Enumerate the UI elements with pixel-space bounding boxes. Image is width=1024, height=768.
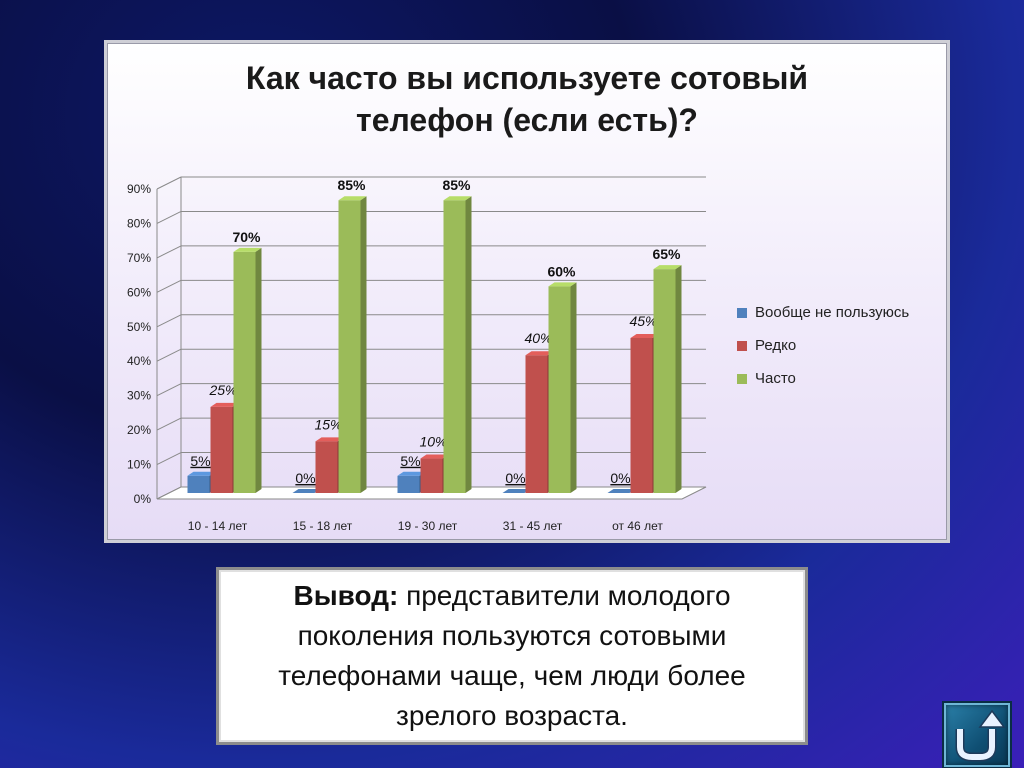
y-tick-label: 30%: [127, 389, 151, 403]
data-label: 45%: [629, 313, 657, 329]
x-tick-label: 19 - 30 лет: [398, 519, 458, 533]
data-label: 85%: [442, 177, 471, 193]
chart-title-line-1: Как часто вы используете сотовый: [245, 60, 809, 96]
bar-top: [653, 265, 682, 270]
y-tick-label: 50%: [127, 320, 151, 334]
bar-side: [570, 282, 577, 493]
data-label: 10%: [419, 434, 447, 450]
bar: [315, 441, 338, 493]
chart-panel: Как часто вы используете сотовый телефон…: [104, 40, 950, 543]
y-tick-label: 10%: [127, 458, 151, 472]
x-tick-label: 10 - 14 лет: [188, 519, 248, 533]
data-label: 85%: [337, 177, 366, 193]
bar-side: [360, 196, 367, 493]
conclusion-body: представители молодого поколения пользую…: [278, 580, 746, 731]
conclusion-box: Вывод: представители молодого поколения …: [216, 567, 808, 745]
grid-line-side: [156, 348, 182, 362]
conclusion-text: Вывод: представители молодого поколения …: [239, 576, 785, 736]
bar-top: [443, 196, 472, 201]
grid-line-side: [156, 383, 182, 397]
bar-top: [338, 196, 367, 201]
data-label: 65%: [652, 246, 681, 262]
chart-title: Как часто вы используете сотовый телефон…: [107, 57, 947, 141]
legend-swatch: [737, 374, 747, 384]
bar-side: [465, 196, 472, 493]
y-tick-label: 90%: [127, 182, 151, 196]
bar: [502, 489, 531, 493]
bar: [548, 286, 571, 493]
grid-line-side: [156, 452, 182, 466]
y-tick-label: 70%: [127, 251, 151, 265]
bar-chart: 0% 10% 20% 30% 40% 50% 60% 70% 80% 90% 5% 25% 70% 10 …: [127, 176, 909, 533]
bar-top: [210, 402, 239, 407]
data-label: 0%: [505, 470, 525, 486]
bar-top: [420, 454, 449, 459]
y-tick-label: 0%: [134, 492, 152, 506]
grid-line-side: [156, 279, 182, 293]
legend-label: Вообще не пользуюсь: [755, 304, 909, 321]
bar: [525, 355, 548, 493]
y-tick-label: 20%: [127, 423, 151, 437]
bar: [338, 200, 361, 493]
conclusion-lead: Вывод:: [293, 580, 399, 611]
bar-side: [255, 247, 262, 493]
bar-top: [548, 282, 577, 287]
bar: [292, 489, 321, 493]
y-tick-label: 40%: [127, 354, 151, 368]
data-label: 70%: [232, 229, 261, 245]
data-label: 40%: [524, 330, 552, 346]
bar-top: [397, 471, 426, 476]
bar: [420, 458, 443, 493]
x-tick-label: от 46 лет: [612, 519, 663, 533]
bar-top: [630, 334, 659, 338]
chart-title-line-2: телефон (если есть)?: [356, 102, 698, 138]
bar: [630, 338, 653, 493]
return-button[interactable]: [944, 703, 1010, 767]
data-label: 5%: [400, 453, 420, 469]
data-label: 0%: [610, 470, 630, 486]
bar: [443, 200, 466, 493]
bar-side: [675, 265, 682, 493]
legend-label: Часто: [755, 370, 796, 387]
data-label: 5%: [190, 453, 210, 469]
grid-line-side: [156, 417, 182, 431]
y-tick-label: 60%: [127, 285, 151, 299]
x-tick-label: 31 - 45 лет: [503, 519, 563, 533]
grid-line-side: [156, 176, 182, 190]
grid-line-side: [156, 245, 182, 259]
return-arrow-icon: [955, 709, 1006, 762]
legend-label: Редко: [755, 337, 796, 354]
grid-line-side: [156, 314, 182, 328]
bar: [187, 475, 210, 493]
x-tick-label: 15 - 18 лет: [293, 519, 353, 533]
grid-line-side: [156, 210, 182, 224]
y-tick-label: 80%: [127, 216, 151, 230]
data-label: 15%: [314, 416, 342, 432]
bar: [607, 489, 636, 493]
data-label: 60%: [547, 263, 576, 279]
legend-swatch: [737, 308, 747, 318]
bar: [653, 269, 676, 493]
data-label: 25%: [208, 382, 237, 398]
data-label: 0%: [295, 470, 315, 486]
bar-top: [233, 247, 262, 252]
bar-top: [315, 437, 344, 442]
legend-swatch: [737, 341, 747, 351]
bar: [233, 251, 256, 493]
bar: [397, 475, 420, 493]
bar: [210, 406, 233, 493]
bar-top: [525, 351, 554, 356]
bar-top: [187, 471, 216, 476]
